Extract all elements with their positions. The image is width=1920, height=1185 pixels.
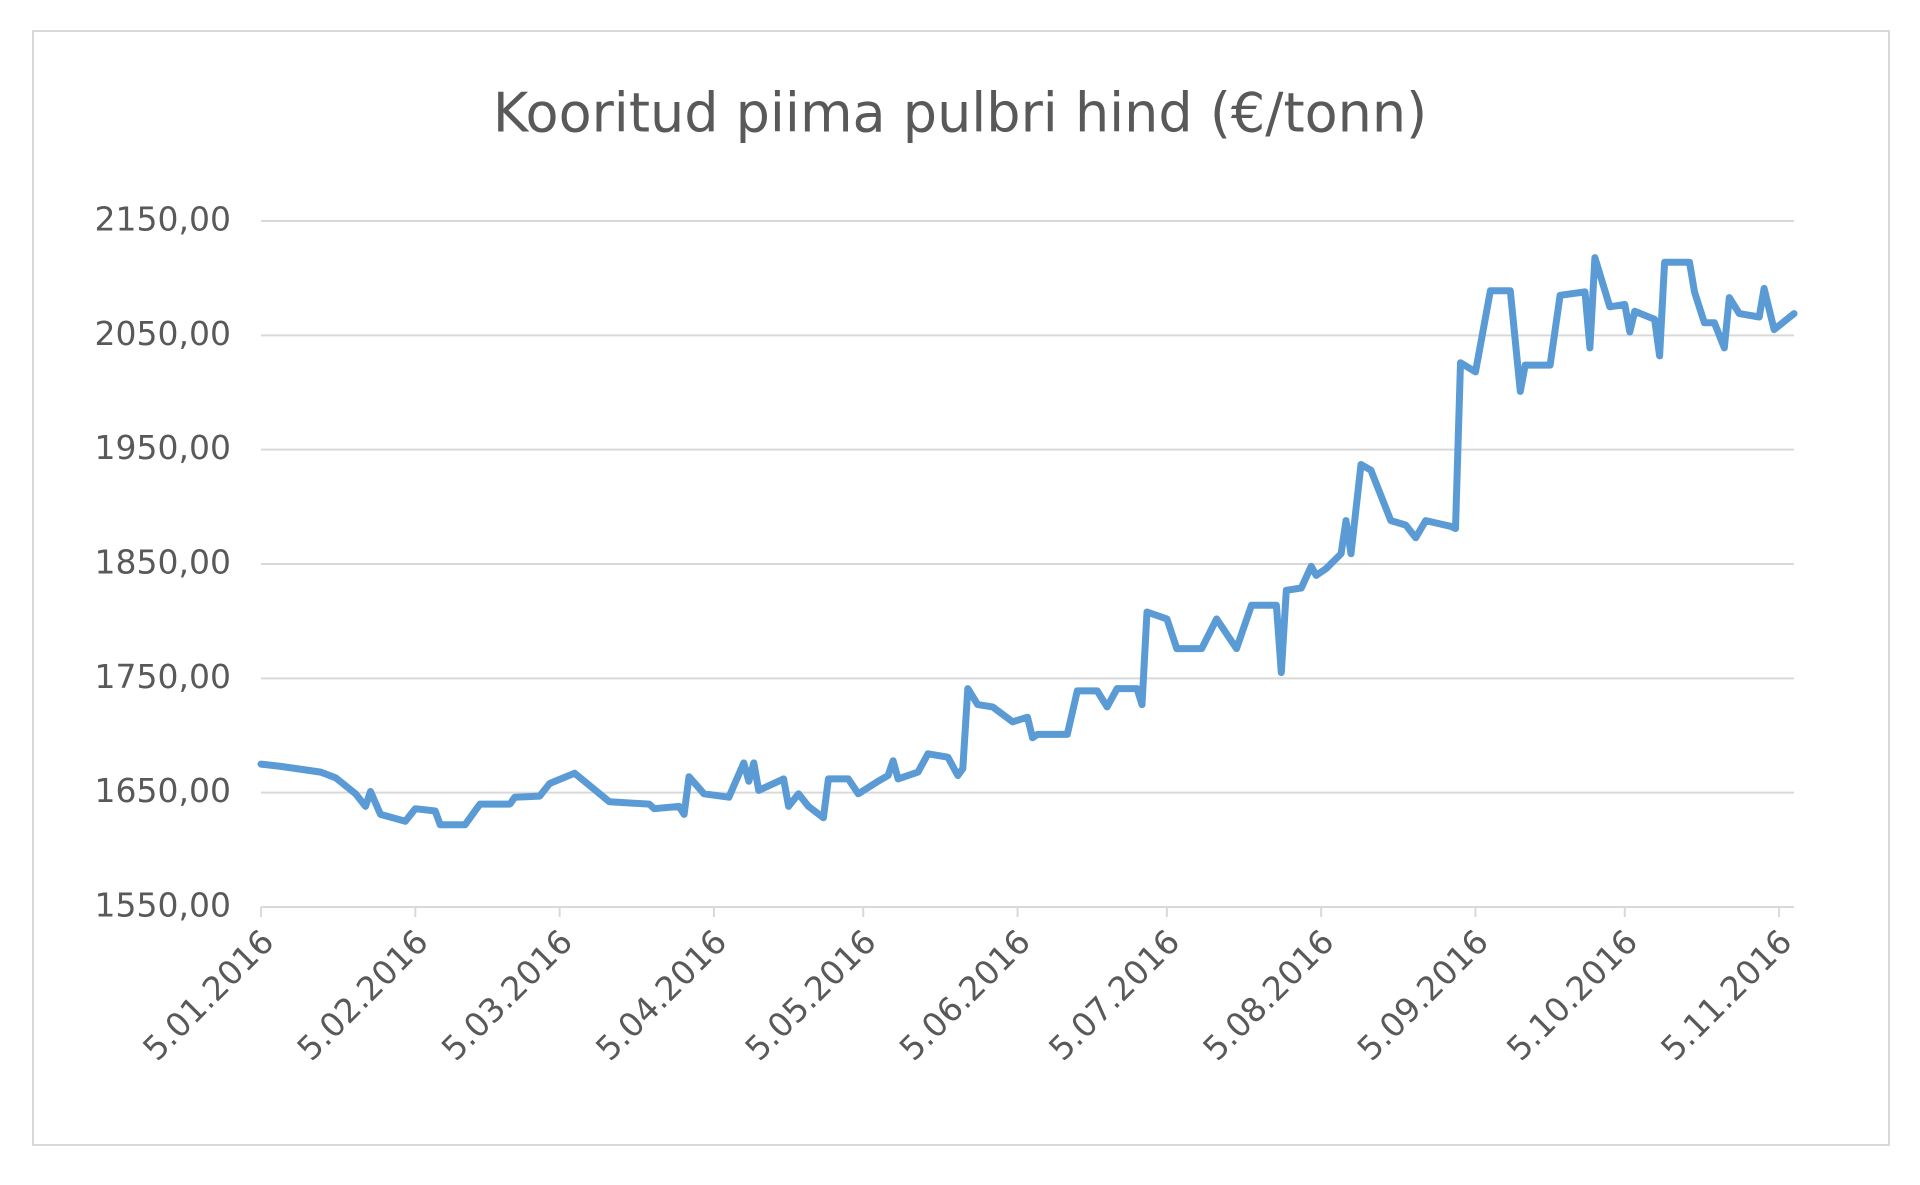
y-tick-label: 2050,00 [95, 314, 231, 353]
y-tick-label: 1550,00 [95, 886, 231, 925]
chart-frame [32, 30, 1890, 1146]
y-tick-label: 1750,00 [95, 657, 231, 696]
data-line [257, 254, 1798, 829]
y-tick-label: 1650,00 [95, 771, 231, 810]
chart-title: Kooritud piima pulbri hind (€/tonn) [493, 82, 1427, 145]
y-tick-label: 1850,00 [95, 543, 231, 582]
y-tick-label: 2150,00 [95, 200, 231, 239]
y-tick-label: 1950,00 [95, 428, 231, 467]
